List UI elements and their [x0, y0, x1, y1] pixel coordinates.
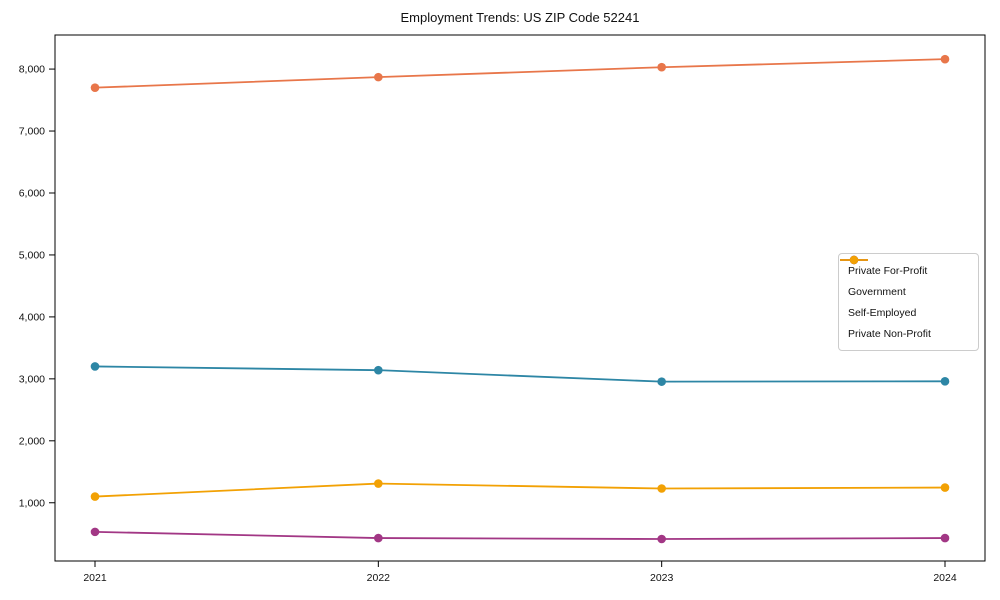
series-line-self-employed: [94, 530, 946, 540]
legend-label: Private Non-Profit: [848, 327, 931, 340]
data-point-government-2021: [90, 362, 100, 371]
y-tick-label: 5,000: [19, 249, 45, 261]
legend-label: Government: [848, 285, 906, 298]
data-point-private-for-profit-2023: [657, 62, 666, 72]
x-tick-label: 2021: [83, 572, 107, 584]
data-point-government-2022: [374, 365, 383, 375]
data-point-government-2023: [657, 377, 666, 386]
x-tick-label: 2022: [367, 572, 391, 584]
series-line-government: [94, 365, 946, 383]
data-point-self-employed-2022: [374, 533, 383, 543]
legend-line-marker-icon: [840, 255, 868, 265]
y-tick-label: 2,000: [19, 435, 45, 447]
series-line-private-non-profit: [94, 482, 946, 498]
data-point-self-employed-2021: [90, 527, 100, 537]
legend-label: Private For-Profit: [848, 264, 928, 277]
data-point-private-for-profit-2022: [374, 72, 383, 82]
data-point-private-non-profit-2023: [657, 484, 666, 493]
data-point-government-2024: [940, 377, 950, 386]
y-tick-label: 8,000: [19, 64, 45, 76]
y-tick-label: 1,000: [19, 497, 45, 509]
y-tick-label: 7,000: [19, 126, 45, 138]
series-line-private-for-profit: [94, 58, 946, 89]
data-point-private-for-profit-2021: [90, 83, 100, 92]
data-point-private-for-profit-2024: [940, 54, 950, 64]
data-point-private-non-profit-2024: [940, 483, 950, 492]
axes-frame: [54, 34, 986, 562]
data-point-self-employed-2023: [657, 534, 666, 544]
data-point-private-non-profit-2022: [374, 479, 383, 488]
x-tick-label: 2024: [933, 572, 957, 584]
legend-item-self-employed: Self-Employed: [840, 255, 970, 323]
data-point-private-non-profit-2021: [90, 492, 100, 501]
chart-title: Employment Trends: US ZIP Code 52241: [400, 10, 640, 25]
legend-item-government: Government: [840, 255, 970, 302]
data-point-self-employed-2024: [940, 533, 950, 543]
y-tick-label: 4,000: [19, 311, 45, 323]
y-tick-label: 3,000: [19, 373, 45, 385]
legend: Private For-Profit Government Self-Employe…: [838, 253, 979, 351]
y-tick-label: 6,000: [19, 187, 45, 199]
legend-item-private-non-profit: Private Non-Profit: [840, 255, 970, 344]
legend-label: Self-Employed: [848, 306, 917, 319]
x-tick-label: 2023: [650, 572, 674, 584]
